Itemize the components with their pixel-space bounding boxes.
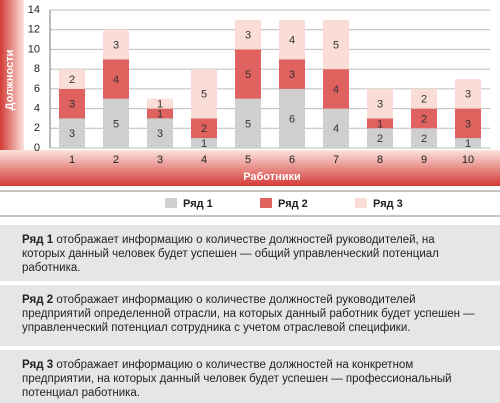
y-tick-label: 6	[34, 83, 40, 95]
value-label: 2	[421, 94, 427, 106]
value-label: 4	[113, 74, 119, 86]
value-label: 4	[289, 34, 295, 46]
bar-segment	[59, 88, 85, 119]
x-tick-label: 8	[377, 154, 383, 166]
value-label: 4	[333, 84, 339, 96]
value-label: 2	[69, 74, 75, 86]
bar-segment	[147, 118, 173, 148]
value-label: 2	[201, 123, 207, 135]
bar-segment	[191, 138, 217, 148]
bar-segment	[367, 88, 393, 119]
x-tick-label: 2	[113, 154, 119, 166]
bar-segment	[411, 128, 437, 148]
bar-segment	[103, 98, 129, 148]
bar-segment	[323, 19, 349, 70]
y-tick-label: 2	[34, 122, 40, 134]
value-label: 1	[201, 138, 207, 150]
value-label: 3	[69, 128, 75, 140]
value-label: 3	[377, 99, 383, 111]
bar-segment	[367, 118, 393, 129]
x-tick-label: 10	[462, 154, 474, 166]
bar-segment	[235, 49, 261, 99]
bar-segment	[191, 118, 217, 139]
note-text: отображает информацию о количестве должн…	[22, 294, 475, 334]
bar-segment	[323, 108, 349, 148]
bar-segment	[455, 79, 481, 109]
value-label: 3	[157, 128, 163, 140]
bar-segment	[455, 138, 481, 148]
value-label: 3	[113, 39, 119, 51]
note: Ряд 2 отображает информацию о количестве…	[0, 285, 500, 346]
bar-segment	[235, 19, 261, 50]
note-term: Ряд 1	[22, 234, 54, 246]
x-tick-label: 1	[69, 154, 75, 166]
bar-segment	[323, 69, 349, 109]
x-tick-label: 5	[245, 154, 251, 166]
y-tick-label: 12	[28, 24, 40, 36]
y-tick-label: 14	[28, 4, 40, 16]
y-tick-label: 8	[34, 63, 40, 75]
bar-segment	[59, 69, 85, 89]
value-label: 3	[245, 30, 251, 42]
bar-segment	[279, 59, 305, 89]
bar-segment	[367, 128, 393, 148]
y-axis-label: Должности	[4, 50, 16, 111]
value-label: 5	[245, 118, 251, 130]
x-tick-label: 9	[421, 154, 427, 166]
legend-label: Ряд 1	[183, 198, 213, 210]
value-label: 2	[377, 133, 383, 145]
value-label: 5	[333, 39, 339, 51]
x-tick-label: 6	[289, 154, 295, 166]
chart: Должности Работники 02468101214133225433…	[0, 0, 500, 217]
note: Ряд 1 отображает информацию о количестве…	[0, 225, 500, 281]
bar-segment	[235, 98, 261, 148]
bar-segment	[411, 108, 437, 129]
note-text: отображает информацию о количестве должн…	[22, 234, 439, 274]
value-label: 3	[465, 118, 471, 130]
value-label: 1	[157, 99, 163, 111]
value-label: 3	[465, 89, 471, 101]
value-label: 3	[69, 99, 75, 111]
legend-swatch	[165, 198, 177, 208]
bar-segment	[411, 88, 437, 109]
value-label: 5	[245, 69, 251, 81]
value-label: 5	[113, 118, 119, 130]
bar-segment	[103, 59, 129, 99]
y-tick-label: 0	[34, 142, 40, 154]
x-tick-label: 3	[157, 154, 163, 166]
legend-swatch	[260, 198, 272, 208]
bar-segment	[103, 29, 129, 60]
bar-segment	[147, 98, 173, 109]
y-tick-label: 4	[34, 102, 40, 114]
x-tick-label: 4	[201, 154, 207, 166]
x-axis-label: Работники	[243, 171, 301, 183]
bar-segment	[191, 69, 217, 119]
bar-segment	[455, 108, 481, 139]
note-text: отображает информацию о количестве должн…	[22, 359, 452, 399]
legend-label: Ряд 3	[373, 198, 403, 210]
note-term: Ряд 2	[22, 294, 54, 306]
value-label: 6	[289, 113, 295, 125]
note: Ряд 3 отображает информацию о количестве…	[0, 350, 500, 403]
note-term: Ряд 3	[22, 359, 54, 371]
bar-segment	[279, 19, 305, 60]
legend-swatch	[355, 198, 367, 208]
y-tick-label: 10	[28, 43, 40, 55]
x-band	[0, 150, 500, 186]
x-tick-label: 7	[333, 154, 339, 166]
bar-segment	[147, 108, 173, 119]
legend-label: Ряд 2	[278, 198, 308, 210]
y-band	[0, 0, 24, 150]
value-label: 5	[201, 89, 207, 101]
value-label: 1	[465, 138, 471, 150]
value-label: 4	[333, 123, 339, 135]
bar-segment	[279, 88, 305, 148]
value-label: 1	[377, 118, 383, 130]
value-label: 2	[421, 113, 427, 125]
value-label: 3	[289, 69, 295, 81]
bar-segment	[59, 118, 85, 148]
value-label: 2	[421, 133, 427, 145]
value-label: 1	[157, 108, 163, 120]
